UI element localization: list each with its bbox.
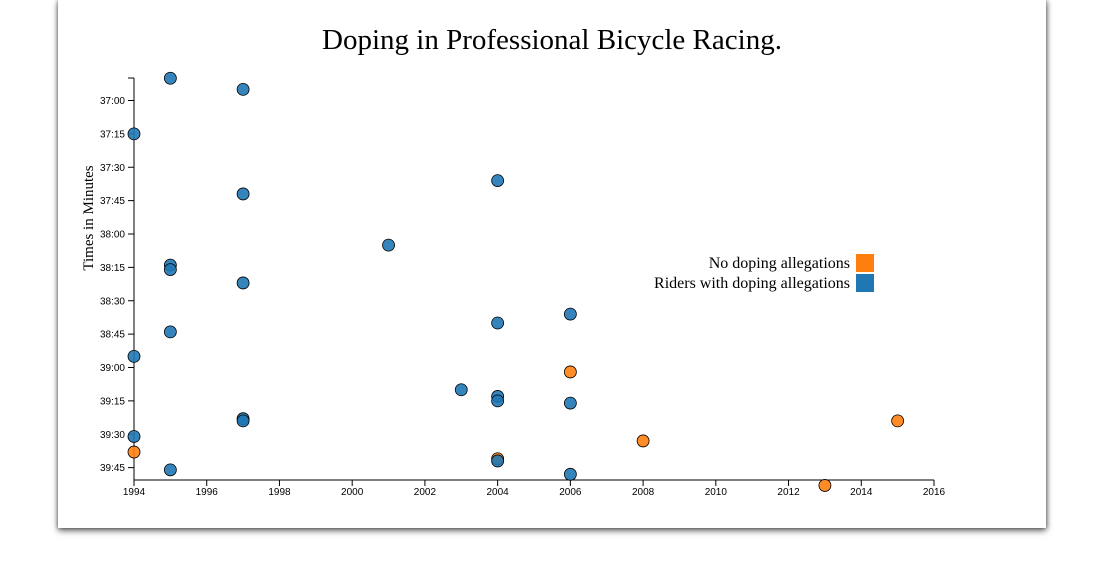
legend-label: Riders with doping allegations (654, 275, 850, 292)
legend-label: No doping allegations (709, 255, 850, 272)
y-tick-label: 38:15 (100, 263, 125, 274)
data-point (563, 396, 577, 410)
y-tick: 38:30 (100, 296, 134, 307)
y-tick: 38:15 (100, 263, 134, 274)
y-tick-label: 39:15 (100, 396, 125, 407)
x-tick-label: 2016 (923, 487, 946, 498)
legend-entry: No doping allegations (709, 254, 874, 272)
data-point (236, 414, 250, 428)
legend: No doping allegations Riders with doping … (654, 254, 874, 292)
data-point (127, 445, 141, 459)
x-tick-label: 2008 (632, 487, 655, 498)
data-point (636, 434, 650, 448)
y-tick-label: 39:30 (100, 430, 125, 441)
x-tick-label: 2004 (487, 487, 510, 498)
x-tick: 2012 (777, 480, 800, 498)
scatter-plot: 1994 1996 1998 2000 2002 2004 2006 2008 2010 2012… (81, 71, 946, 498)
y-axis-label: Times in Minutes (81, 165, 97, 270)
y-tick-label: 39:45 (100, 463, 125, 474)
y-tick: 37:45 (100, 196, 134, 207)
data-points (127, 71, 905, 492)
y-tick-label: 37:00 (100, 96, 125, 107)
x-tick: 2000 (341, 480, 364, 498)
data-point (563, 307, 577, 321)
x-tick-label: 1994 (123, 487, 146, 498)
x-tick-label: 2002 (414, 487, 437, 498)
data-point (563, 365, 577, 379)
data-point (563, 467, 577, 481)
y-tick-label: 37:30 (100, 163, 125, 174)
y-tick: 37:30 (100, 163, 134, 174)
legend-swatch (856, 254, 874, 272)
y-tick-label: 39:00 (100, 363, 125, 374)
x-tick: 2002 (414, 480, 437, 498)
x-axis: 1994 1996 1998 2000 2002 2004 2006 2008 2010 2012… (123, 479, 946, 498)
chart-title: Doping in Professional Bicycle Racing. (322, 24, 782, 56)
y-tick: 38:00 (100, 230, 134, 241)
x-tick-label: 1996 (196, 487, 219, 498)
x-tick: 2010 (705, 480, 728, 498)
y-tick-label: 38:00 (100, 230, 125, 241)
data-point (491, 394, 505, 408)
data-point (127, 430, 141, 443)
data-point (127, 127, 141, 141)
data-point (491, 454, 505, 468)
y-tick: 38:45 (100, 330, 134, 341)
legend-swatch (856, 274, 874, 292)
x-tick: 1998 (268, 480, 291, 498)
data-point (163, 463, 177, 477)
x-tick-label: 2014 (850, 487, 873, 498)
y-tick: 37:00 (100, 96, 134, 107)
data-point (163, 263, 177, 277)
x-tick: 1996 (196, 480, 219, 498)
data-point (163, 71, 177, 85)
x-tick-label: 2012 (777, 487, 800, 498)
data-point (491, 174, 505, 188)
y-tick-label: 38:45 (100, 330, 125, 341)
data-point (127, 349, 141, 363)
data-point (891, 414, 905, 428)
data-point (163, 325, 177, 339)
y-tick-label: 37:15 (100, 129, 125, 140)
data-point (818, 479, 832, 492)
data-point (454, 383, 468, 397)
x-tick-label: 2000 (341, 487, 364, 498)
x-tick-label: 1998 (268, 487, 291, 498)
x-tick: 2016 (923, 480, 946, 498)
data-point (236, 82, 250, 96)
x-tick: 2004 (487, 480, 510, 498)
y-tick: 39:45 (100, 463, 134, 474)
x-tick-label: 2010 (705, 487, 728, 498)
chart-card: Doping in Professional Bicycle Racing. 1… (58, 0, 1046, 528)
x-tick-label: 2006 (559, 487, 582, 498)
x-tick: 2014 (850, 480, 873, 498)
data-point (491, 316, 505, 330)
y-axis: 37:00 37:15 37:30 37:45 38:00 38:15 38:30 38:45… (100, 77, 135, 480)
x-tick: 2006 (559, 480, 582, 498)
data-point (382, 238, 395, 252)
x-tick: 1994 (123, 480, 146, 498)
y-tick: 39:00 (100, 363, 134, 374)
y-tick-label: 38:30 (100, 296, 125, 307)
y-tick-label: 37:45 (100, 196, 125, 207)
y-tick: 39:15 (100, 396, 134, 407)
legend-entry: Riders with doping allegations (654, 274, 874, 292)
data-point (236, 187, 250, 201)
data-point (236, 276, 250, 290)
x-tick: 2008 (632, 480, 655, 498)
